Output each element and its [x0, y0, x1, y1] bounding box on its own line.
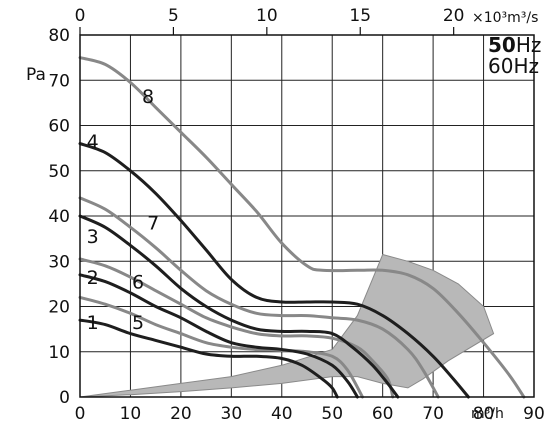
- y-tick-label-10: 10: [48, 343, 70, 363]
- x-tick-label-40: 40: [271, 404, 293, 424]
- plot-frame: [79, 34, 535, 398]
- legend: 50Hz 60Hz: [488, 33, 541, 78]
- series-line-1: [78, 318, 339, 399]
- series-label-8: 8: [142, 86, 154, 108]
- y-tick-label-20: 20: [48, 298, 70, 318]
- legend-60-unit: Hz: [513, 54, 539, 78]
- y-tick-label-50: 50: [48, 162, 70, 182]
- operating-envelope-layer: [79, 253, 495, 398]
- series-line-2: [78, 273, 359, 399]
- top-tick-label-10: 10: [256, 6, 278, 26]
- series-line-4: [78, 142, 470, 399]
- series-label-1: 1: [87, 312, 99, 334]
- y-tick-label-0: 0: [59, 388, 70, 408]
- series-line-7: [78, 196, 440, 399]
- x-tick-label-30: 30: [221, 404, 243, 424]
- series-label-7: 7: [147, 213, 159, 235]
- series-layer: [78, 56, 526, 399]
- series-label-2: 2: [87, 267, 99, 289]
- plot-frame-layer: [79, 34, 535, 398]
- series-label-4: 4: [87, 131, 99, 153]
- legend-entry-50hz: 50Hz: [488, 33, 541, 57]
- series-line-8: [78, 56, 526, 399]
- top-axis-unit: ×10³m³/s: [472, 10, 538, 26]
- series-line-5: [78, 295, 364, 399]
- top-tick-label-0: 0: [75, 6, 86, 26]
- y-tick-label-60: 60: [48, 117, 70, 137]
- y-tick-label-30: 30: [48, 252, 70, 272]
- legend-50-unit: Hz: [516, 33, 542, 57]
- x-tick-label-50: 50: [321, 404, 343, 424]
- x-tick-label-90: 90: [523, 404, 545, 424]
- series-labels-layer: 1 2 3 4 5 6 7 8: [87, 86, 160, 334]
- x-tick-label-70: 70: [422, 404, 444, 424]
- legend-entry-60hz: 60Hz: [488, 54, 539, 78]
- series-label-5: 5: [132, 312, 144, 334]
- top-tick-label-20: 20: [443, 6, 465, 26]
- series-label-6: 6: [132, 271, 144, 293]
- y-tick-label-40: 40: [48, 207, 70, 227]
- top-tick-label-5: 5: [168, 6, 179, 26]
- x-tick-label-80: 80: [473, 404, 495, 424]
- series-label-3: 3: [87, 226, 99, 248]
- series-line-3: [78, 214, 400, 399]
- series-line-6: [78, 257, 395, 399]
- operating-envelope: [79, 253, 495, 398]
- x-tick-label-0: 0: [75, 404, 86, 424]
- y-tick-label-80: 80: [48, 26, 70, 46]
- x-axis-unit: m³/h: [471, 406, 504, 422]
- y-axis-label: Pa: [26, 65, 46, 85]
- x-tick-label-10: 10: [120, 404, 142, 424]
- legend-60-value: 60: [488, 54, 513, 78]
- y-tick-label-70: 70: [48, 71, 70, 91]
- legend-50-value: 50: [488, 33, 516, 57]
- x-tick-label-20: 20: [170, 404, 192, 424]
- x-tick-label-60: 60: [372, 404, 394, 424]
- top-tick-label-15: 15: [349, 6, 371, 26]
